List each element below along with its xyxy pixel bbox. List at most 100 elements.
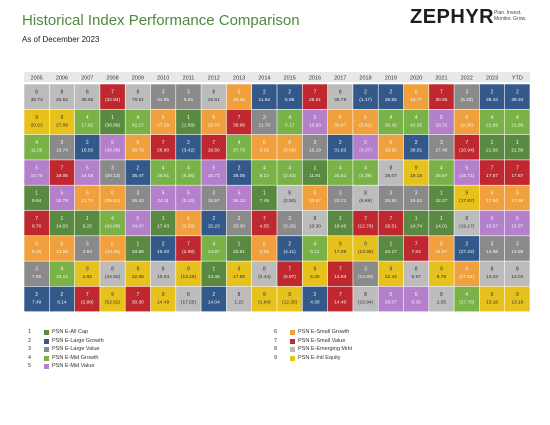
cell-return-value: 30.56	[435, 97, 447, 103]
cell-index-id: 8	[263, 267, 266, 273]
heatmap-cell	[479, 286, 505, 312]
cell-index-id: 3	[415, 191, 418, 197]
legend-label: PSN E-All Cap	[52, 329, 89, 335]
year-label: 2022	[461, 76, 473, 82]
cell-index-id: 6	[238, 90, 241, 96]
cell-return-value: 14.74	[410, 224, 422, 230]
cell-index-id: 4	[187, 165, 190, 171]
cell-return-value: 11.94	[259, 97, 271, 103]
cell-return-value: (0.69)	[283, 148, 296, 154]
cell-return-value: 45.45	[233, 97, 245, 103]
heatmap-cell	[24, 160, 49, 185]
legend-swatch	[290, 338, 295, 344]
heatmap-cell	[505, 160, 530, 185]
year-header-band	[24, 72, 530, 82]
year-label: 2015	[284, 76, 296, 82]
heatmap-cell	[226, 134, 252, 160]
cell-return-value: 8.79	[437, 274, 447, 280]
legend-swatch	[44, 347, 49, 353]
heatmap-cell	[429, 109, 454, 135]
cell-return-value: 14.87	[208, 249, 220, 255]
heatmap-cell	[429, 210, 454, 236]
heatmap-cell	[150, 84, 176, 109]
heatmap-cell	[378, 84, 404, 109]
cell-index-id: 6	[415, 90, 418, 96]
cell-return-value: 26.51	[385, 224, 397, 230]
cell-return-value: (27.22)	[459, 249, 475, 255]
heatmap-cell	[505, 210, 530, 236]
cell-index-id: 3	[288, 216, 291, 222]
heatmap-cell	[49, 185, 75, 211]
cell-index-id: 7	[389, 216, 392, 222]
cell-index-id: 2	[364, 90, 367, 96]
cell-index-id: 7	[86, 292, 89, 298]
heatmap-cell	[176, 261, 201, 287]
heatmap-cell	[353, 185, 378, 211]
heatmap-cell	[454, 84, 480, 109]
cell-index-id: 5	[238, 191, 241, 197]
cell-return-value: 10.14	[56, 274, 68, 280]
cell-index-id: 7	[339, 292, 342, 298]
cell-return-value: 17.56	[486, 198, 498, 204]
heatmap-cell	[277, 160, 302, 185]
cell-index-id: 1	[314, 165, 317, 171]
heatmap-cell	[100, 185, 125, 211]
cell-index-id: 3	[314, 140, 317, 146]
heatmap-cell	[378, 236, 404, 261]
cell-return-value: 43.77	[410, 97, 422, 103]
cell-index-id: 8	[288, 191, 291, 197]
year-label: 2014	[258, 76, 270, 82]
cell-return-value: 17.85	[233, 274, 245, 280]
cell-index-id: 9	[389, 267, 392, 273]
cell-index-id: 3	[86, 241, 89, 247]
cell-index-id: 6	[263, 140, 266, 146]
heatmap-cell	[24, 84, 49, 109]
year-label: 2020	[410, 76, 422, 82]
as-of-date: As of December 2023	[22, 35, 100, 44]
cell-return-value: 35.55	[385, 97, 397, 103]
cell-index-id: 1	[162, 216, 165, 222]
cell-return-value: 16.79	[56, 198, 68, 204]
cell-index-id: 1	[61, 216, 64, 222]
cell-return-value: (27.51)	[459, 274, 475, 280]
cell-index-id: 2	[415, 140, 418, 146]
cell-return-value: 18.46	[334, 224, 346, 230]
cell-index-id: 6	[339, 115, 342, 121]
cell-return-value: (5.36)	[182, 173, 195, 179]
cell-return-value: 27.09	[56, 122, 68, 128]
year-label: 2017	[334, 76, 346, 82]
cell-return-value: (19.17)	[459, 224, 475, 230]
heatmap-cell	[429, 286, 454, 312]
cell-index-id: 8	[314, 216, 317, 222]
cell-index-id: 8	[86, 90, 89, 96]
cell-return-value: 6.20	[32, 249, 42, 255]
cell-index-id: 9	[162, 292, 165, 298]
cell-return-value: 26.82	[385, 198, 397, 204]
cell-index-id: 9	[136, 267, 139, 273]
cell-return-value: 10.75	[31, 173, 43, 179]
heatmap-cell	[150, 185, 176, 211]
cell-return-value: 5.96	[285, 97, 295, 103]
heatmap-cell	[226, 109, 252, 135]
cell-return-value: 21.56	[511, 148, 523, 154]
cell-return-value: 2.82	[83, 274, 93, 280]
cell-return-value: 15.87	[486, 224, 498, 230]
heatmap-cell	[226, 210, 252, 236]
cell-return-value: (6.33)	[460, 97, 473, 103]
cell-return-value: 36.43	[132, 198, 144, 204]
legend-label: PSN E-Mid Growth	[52, 354, 99, 361]
cell-return-value: 10.97	[309, 198, 321, 204]
heatmap-cell	[125, 261, 151, 287]
cell-return-value: 7.49	[260, 198, 270, 204]
cell-index-id: 9	[263, 292, 266, 298]
heatmap-cell	[226, 286, 252, 312]
cell-return-value: (36.89)	[105, 122, 121, 128]
heatmap-cell	[226, 236, 252, 261]
cell-return-value: 7.49	[32, 299, 42, 305]
cell-index-id: 8	[415, 267, 418, 273]
cell-return-value: (39.81)	[105, 198, 121, 204]
cell-return-value: 14.49	[157, 299, 169, 305]
heatmap-cell	[302, 210, 328, 236]
cell-index-id: 9	[35, 115, 38, 121]
cell-index-id: 9	[61, 115, 64, 121]
